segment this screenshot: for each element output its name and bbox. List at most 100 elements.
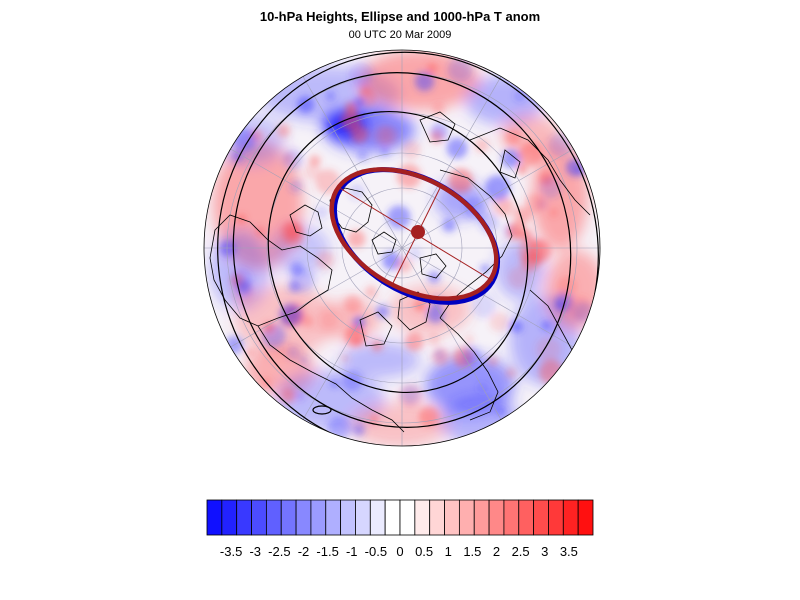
coastline [499, 149, 521, 179]
colorbar-tick-label: -3.5 [220, 544, 242, 559]
colorbar-box [325, 499, 342, 536]
colorbar-box [429, 499, 445, 536]
anomaly-speck [301, 315, 314, 328]
anomaly-speck [414, 71, 435, 92]
anomaly-speck [219, 240, 236, 257]
colorbar-box [562, 499, 579, 536]
colorbar-tick-label: -0.5 [365, 544, 387, 559]
anomaly-speck [498, 198, 518, 218]
anomaly-speck [508, 221, 526, 239]
anomaly-speck [447, 57, 473, 83]
colorbar-box [548, 499, 564, 536]
anomaly-speck [348, 61, 374, 87]
anomaly-speck [378, 125, 399, 146]
colorbar-tick-label: 0 [396, 544, 403, 559]
anomaly-speck [430, 130, 443, 144]
anomaly-speck [507, 266, 531, 289]
anomaly-speck [441, 218, 456, 233]
anomaly-speck [471, 293, 497, 318]
anomaly-speck [375, 304, 390, 319]
anomaly-speck [245, 348, 255, 357]
anomaly-speck [299, 355, 309, 365]
coastline [257, 325, 405, 433]
anomaly-speck [505, 367, 517, 379]
anomaly-speck [549, 207, 559, 218]
anomaly-speck [397, 383, 424, 410]
anomaly-speck [340, 110, 361, 131]
colorbar-labels: -3.5 -3 -2.5 -2 -1.5 -1 -0.5 0 0.5 1 1.5 2 2.5 3 3.5 [220, 544, 578, 559]
colorbar-box [577, 499, 594, 536]
anomaly-speck [489, 312, 510, 332]
anomaly-speck [344, 295, 362, 313]
anomaly-speck [513, 90, 526, 103]
anomaly-speck [408, 247, 421, 260]
anomaly-speck [387, 205, 411, 229]
colorbar-tick-label: 2 [493, 544, 500, 559]
anomaly-speck [364, 285, 378, 299]
colorbar-box [384, 499, 401, 536]
anomaly-speck [405, 332, 424, 351]
page-subtitle: 00 UTC 20 Mar 2009 [348, 29, 452, 41]
colorbar-box [295, 499, 312, 536]
anomaly-speck [347, 229, 366, 248]
anomaly-speck [315, 169, 341, 195]
anomaly-speck [325, 90, 336, 102]
height-contour [217, 51, 599, 446]
page-title: 10-hPa Heights, Ellipse and 1000-hPa T a… [259, 9, 541, 24]
colorbar-box [340, 499, 356, 536]
colorbar-tick-label: -2.5 [268, 544, 290, 559]
colorbar-boxes [206, 499, 594, 536]
coastline [371, 231, 397, 255]
anomaly-speck [382, 251, 401, 270]
colorbar-box [236, 499, 252, 536]
anomaly-speck [501, 149, 521, 169]
anomaly-speck [566, 158, 584, 177]
globe-outline [203, 49, 601, 447]
anomaly-speck [514, 207, 531, 224]
anomaly-speck [446, 137, 468, 159]
coastline [419, 253, 447, 279]
anomaly-speck [371, 339, 383, 352]
anomaly-speck [286, 345, 301, 360]
colorbar-box [414, 499, 431, 536]
anomaly-speck [231, 268, 253, 290]
anomaly-speck [296, 96, 315, 114]
anomaly-speck [484, 175, 511, 201]
coastline [359, 311, 393, 347]
anomaly-speck [280, 388, 296, 404]
colorbar-box [310, 499, 327, 536]
anomaly-speck [290, 268, 315, 293]
colorbar-box [280, 499, 297, 536]
anomaly-speck [402, 140, 421, 160]
colorbar-tick-label: -1 [346, 544, 358, 559]
colorbar-box [444, 499, 460, 536]
colorbar-tick-label: -1.5 [316, 544, 338, 559]
height-contours [217, 51, 599, 446]
colorbar-box [503, 499, 520, 536]
anomaly-speck [352, 423, 365, 437]
anomaly-speck [276, 123, 291, 138]
colorbar-tick-label: -2 [298, 544, 310, 559]
anomaly-speck [315, 250, 335, 270]
anomaly-region [320, 300, 380, 340]
anomaly-speck [282, 149, 304, 170]
colorbar-box [251, 499, 267, 536]
anomaly-speck [353, 96, 365, 108]
anomaly-speck [295, 392, 305, 401]
anomaly-speck [255, 226, 265, 237]
colorbar-box [355, 499, 371, 536]
colorbar-box [473, 499, 490, 536]
anomaly-speck [426, 305, 445, 324]
colorbar-box [221, 499, 238, 536]
height-contour [267, 110, 529, 394]
vortex-centroid [411, 225, 425, 239]
anomaly-speck [356, 149, 369, 162]
colorbar-box [265, 499, 282, 536]
anomaly-speck [488, 356, 498, 366]
colorbar-tick-label: -3 [249, 544, 261, 559]
anomaly-speck [315, 205, 329, 219]
anomaly-speck [556, 276, 578, 297]
anomaly-speck [341, 370, 363, 392]
